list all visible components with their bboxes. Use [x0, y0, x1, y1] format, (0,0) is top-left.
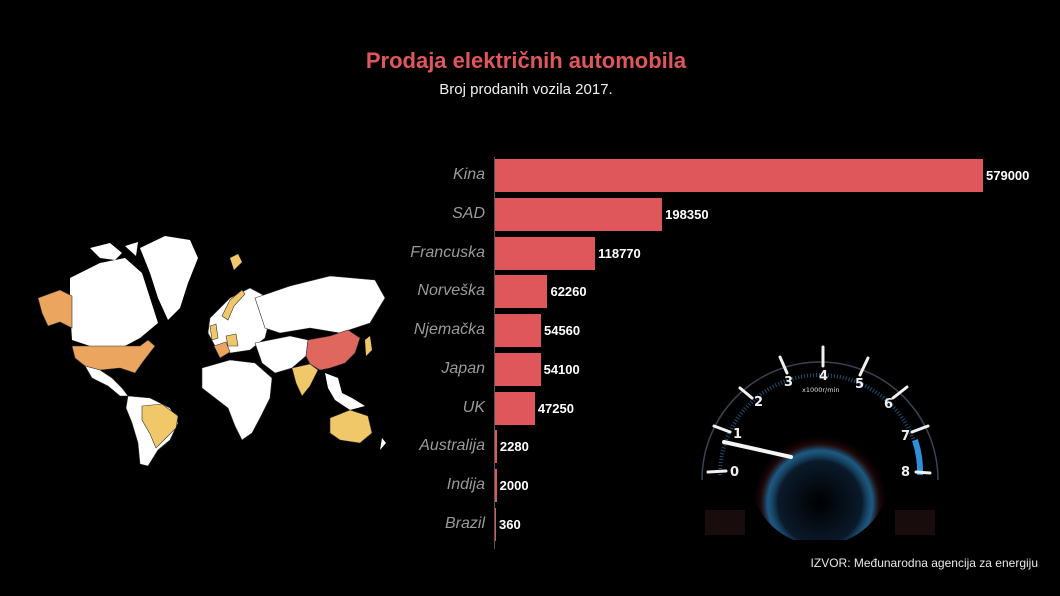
gauge-tick-1: 1 — [733, 427, 742, 442]
map-japan — [365, 336, 372, 356]
bar-row: Brazil 360 — [400, 506, 1060, 541]
world-map — [37, 236, 386, 467]
map-russia — [254, 275, 386, 334]
bar-row: Norveška 62260 — [400, 273, 1060, 309]
map-norway — [221, 289, 246, 321]
category-label: Njemačka — [413, 321, 485, 338]
map-canada — [70, 258, 158, 346]
value-label: 62260 — [550, 284, 587, 300]
map-china — [305, 329, 361, 371]
bar-chart: Kina 579000 SAD 198350 Francuska 118770 Norveš… — [400, 155, 1060, 550]
value-label: 54100 — [543, 361, 580, 377]
gauge-tick-8: 8 — [901, 465, 910, 480]
bar-row: SAD 198350 — [400, 196, 1060, 231]
bar — [495, 352, 541, 386]
value-label: 2280 — [499, 439, 529, 455]
bar — [495, 236, 596, 270]
map-greenland — [140, 236, 198, 320]
bar — [495, 430, 497, 464]
value-label: 360 — [499, 516, 521, 532]
value-label: 2000 — [499, 478, 529, 493]
gauge-unit-label: x1000r/min — [802, 386, 840, 394]
tachometer-image: 0 1 2 3 4 5 6 7 8 x1000r/min — [701, 345, 939, 540]
bar-row: Australija 2280 — [400, 428, 1060, 464]
gauge-tick-4: 4 — [819, 369, 828, 384]
category-label: Australija — [419, 437, 485, 455]
category-label: Japan — [441, 359, 485, 377]
map-germany — [225, 333, 239, 347]
chart-axis-line — [494, 157, 495, 549]
map-india — [291, 363, 319, 397]
map-canada-islands — [90, 242, 138, 260]
bar-row: Njemačka 54560 — [400, 312, 1060, 347]
bar-row: Kina 579000 — [400, 157, 1060, 192]
map-middle-east — [254, 335, 309, 374]
bar — [495, 391, 535, 425]
value-label: 579000 — [986, 168, 1030, 183]
bar-row: Indija 2000 — [400, 467, 1060, 502]
bar-row: Francuska 118770 — [400, 235, 1060, 270]
gauge-tick-6: 6 — [884, 397, 893, 412]
category-label: Norveška — [417, 282, 485, 300]
bar — [495, 197, 663, 231]
map-australia — [329, 409, 373, 444]
category-label: SAD — [452, 204, 485, 222]
gauge-tick-5: 5 — [855, 377, 864, 392]
category-label: Kina — [452, 166, 485, 183]
bar — [495, 314, 541, 347]
bar — [495, 159, 983, 192]
tachometer-needle — [722, 440, 793, 459]
value-label: 54560 — [543, 323, 581, 338]
map-svalbard — [230, 254, 242, 270]
map-se-asia — [325, 373, 365, 410]
chart-title: Prodaja električnih automobila — [365, 48, 687, 73]
map-france — [213, 341, 231, 359]
chart-subtitle: Broj prodanih vozila 2017. — [439, 81, 613, 98]
bar — [495, 507, 496, 541]
value-label: 198350 — [665, 206, 709, 222]
bar — [495, 275, 548, 309]
gauge-tick-0: 0 — [730, 465, 739, 480]
source-note: IZVOR: Međunarodna agencija za energiju — [810, 556, 1038, 570]
category-label: Brazil — [444, 514, 485, 532]
map-uk — [209, 323, 219, 341]
map-usa — [71, 339, 156, 374]
gauge-tick-3: 3 — [784, 375, 793, 390]
category-label: Francuska — [410, 243, 485, 261]
bar-row: Japan 54100 — [400, 351, 1060, 386]
bar — [495, 469, 497, 502]
map-alaska — [37, 289, 73, 329]
value-label: 118770 — [598, 245, 641, 261]
map-brazil — [141, 403, 179, 449]
map-mexico — [84, 365, 129, 397]
map-africa — [201, 359, 273, 441]
category-label: UK — [462, 398, 485, 416]
bar-row: UK 47250 — [400, 390, 1060, 425]
category-label: Indija — [446, 476, 485, 493]
map-new-zealand — [380, 438, 386, 450]
gauge-tick-7: 7 — [901, 429, 910, 444]
value-label: 47250 — [537, 400, 574, 416]
gauge-tick-2: 2 — [754, 395, 763, 410]
